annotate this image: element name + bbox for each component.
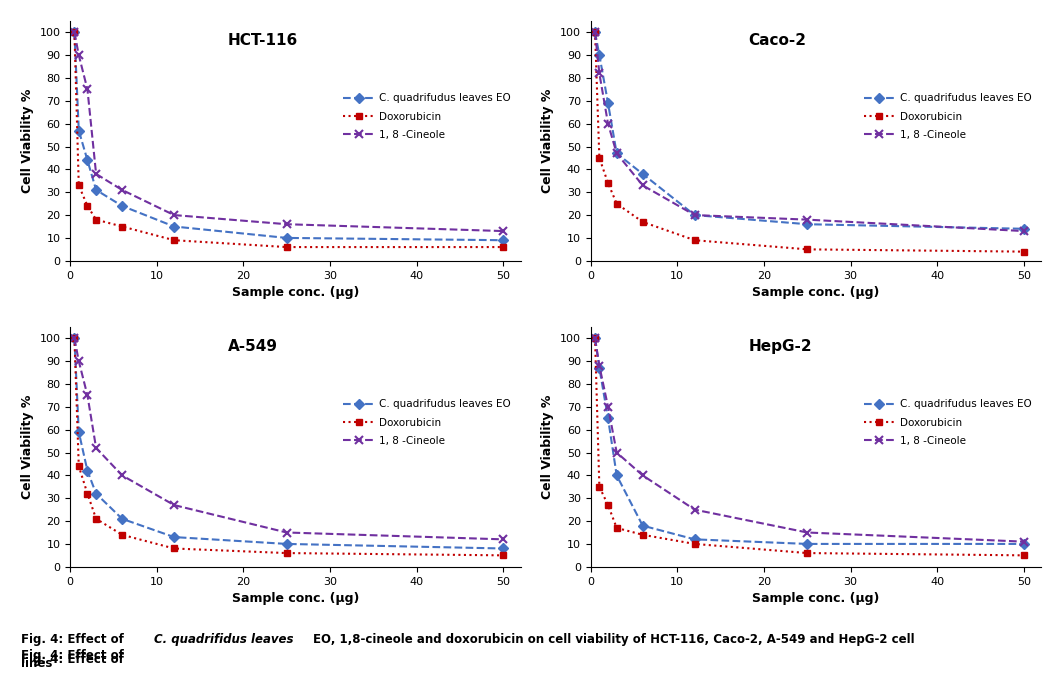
Text: lines: lines [21,657,53,670]
Y-axis label: Cell Viability %: Cell Viability % [21,394,34,499]
Text: Caco-2: Caco-2 [749,33,806,48]
Y-axis label: Cell Viability %: Cell Viability % [542,89,554,193]
Text: C. quadrifidus leaves: C. quadrifidus leaves [154,633,293,646]
Text: Fig. 4: Effect of: Fig. 4: Effect of [21,649,129,662]
X-axis label: Sample conc. (μg): Sample conc. (μg) [232,592,359,605]
Legend: C. quadrifudus leaves EO, Doxorubicin, 1, 8 -Cineole: C. quadrifudus leaves EO, Doxorubicin, 1… [859,90,1035,144]
Legend: C. quadrifudus leaves EO, Doxorubicin, 1, 8 -Cineole: C. quadrifudus leaves EO, Doxorubicin, 1… [859,395,1035,450]
X-axis label: Sample conc. (μg): Sample conc. (μg) [752,286,879,299]
X-axis label: Sample conc. (μg): Sample conc. (μg) [232,286,359,299]
Text: HCT-116: HCT-116 [227,33,298,48]
Text: Fig. 4: Effect of: Fig. 4: Effect of [21,653,129,666]
X-axis label: Sample conc. (μg): Sample conc. (μg) [752,592,879,605]
Text: EO, 1,8-cineole and doxorubicin on cell viability of HCT-116, Caco-2, A-549 and : EO, 1,8-cineole and doxorubicin on cell … [313,633,915,646]
Text: HepG-2: HepG-2 [749,339,812,354]
Text: A-549: A-549 [227,339,278,354]
Text: Fig. 4: Effect of: Fig. 4: Effect of [21,633,129,646]
Y-axis label: Cell Viability %: Cell Viability % [21,89,34,193]
Legend: C. quadrifudus leaves EO, Doxorubicin, 1, 8 -Cineole: C. quadrifudus leaves EO, Doxorubicin, 1… [339,90,515,144]
Legend: C. quadrifudus leaves EO, Doxorubicin, 1, 8 -Cineole: C. quadrifudus leaves EO, Doxorubicin, 1… [339,395,515,450]
Y-axis label: Cell Viability %: Cell Viability % [542,394,554,499]
